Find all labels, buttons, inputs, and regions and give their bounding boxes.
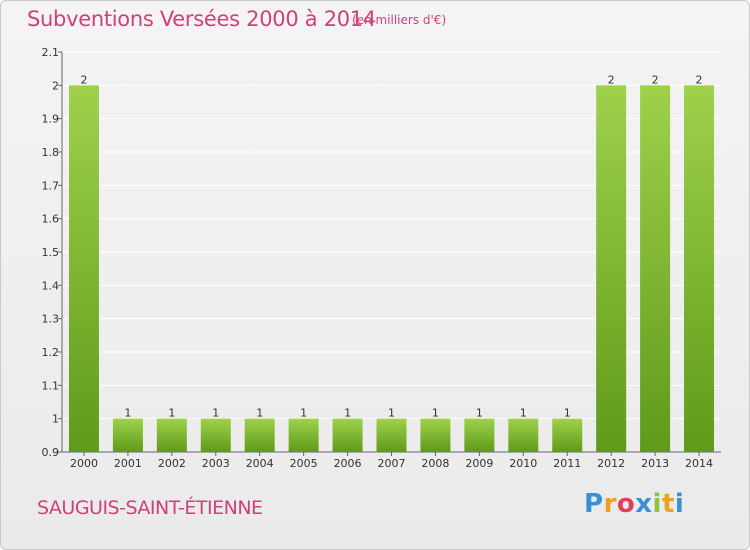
- data-label: 1: [168, 407, 175, 420]
- x-tick-label: 2001: [114, 457, 142, 470]
- bar: [156, 418, 187, 452]
- y-tick-label: 1.8: [42, 146, 60, 159]
- bars: [68, 85, 715, 452]
- x-tick-label: 2002: [158, 457, 186, 470]
- y-tick-label: 1.7: [42, 179, 60, 192]
- data-label: 1: [300, 407, 307, 420]
- bar: [420, 418, 451, 452]
- commune-name: SAUGUIS-SAINT-ÉTIENNE: [37, 497, 263, 519]
- bar: [332, 418, 363, 452]
- data-label: 2: [608, 73, 615, 86]
- bar: [464, 418, 495, 452]
- bar: [68, 85, 99, 452]
- bar: [112, 418, 143, 452]
- x-tick-label: 2011: [553, 457, 581, 470]
- data-label: 1: [476, 407, 483, 420]
- labels: 0.9 1 1.1 1.2 1.3 1.4 1.5 1.6 1.7 1.8 1.9 2 2.1 2 2000…: [42, 46, 714, 470]
- data-label: 1: [520, 407, 527, 420]
- bar: [200, 418, 231, 452]
- y-tick-label: 2.1: [42, 46, 60, 59]
- data-label: 2: [652, 73, 659, 86]
- chart-unit-subtitle: (en milliers d'€): [352, 13, 447, 27]
- x-tick-label: 2006: [334, 457, 362, 470]
- proxiti-logo[interactable]: Proxiti: [584, 489, 685, 519]
- x-tick-label: 2014: [685, 457, 713, 470]
- bar: [684, 85, 715, 452]
- y-tick-label: 0.9: [42, 446, 60, 459]
- y-tick-label: 1.5: [42, 246, 60, 259]
- y-tick-label: 1.3: [42, 313, 60, 326]
- y-tick-label: 1.4: [42, 279, 60, 292]
- y-tick-label: 1.9: [42, 113, 60, 126]
- x-tick-label: 2009: [465, 457, 493, 470]
- x-tick-label: 2010: [509, 457, 537, 470]
- data-label: 2: [696, 73, 703, 86]
- x-tick-label: 2000: [70, 457, 98, 470]
- bar: [288, 418, 319, 452]
- y-tick-label: 1.6: [42, 213, 60, 226]
- x-tick-label: 2005: [290, 457, 318, 470]
- x-tick-label: 2012: [597, 457, 625, 470]
- bar: [596, 85, 627, 452]
- bar: [640, 85, 671, 452]
- x-tick-label: 2008: [421, 457, 449, 470]
- bar: [244, 418, 275, 452]
- data-label: 1: [388, 407, 395, 420]
- data-label: 1: [432, 407, 439, 420]
- x-tick-label: 2007: [378, 457, 406, 470]
- data-label: 1: [124, 407, 131, 420]
- y-tick-label: 1.1: [42, 379, 60, 392]
- y-tick-label: 2: [52, 79, 59, 92]
- y-tick-label: 1: [52, 413, 59, 426]
- chart-title: Subventions Versées 2000 à 2014: [27, 7, 376, 31]
- data-label: 1: [344, 407, 351, 420]
- data-label: 1: [256, 407, 263, 420]
- bar: [376, 418, 407, 452]
- x-tick-label: 2013: [641, 457, 669, 470]
- x-tick-label: 2004: [246, 457, 274, 470]
- x-tick-label: 2003: [202, 457, 230, 470]
- data-label: 1: [212, 407, 219, 420]
- data-label: 1: [564, 407, 571, 420]
- bar: [508, 418, 539, 452]
- y-tick-label: 1.2: [42, 346, 60, 359]
- bar: [552, 418, 583, 452]
- data-label: 2: [80, 73, 87, 86]
